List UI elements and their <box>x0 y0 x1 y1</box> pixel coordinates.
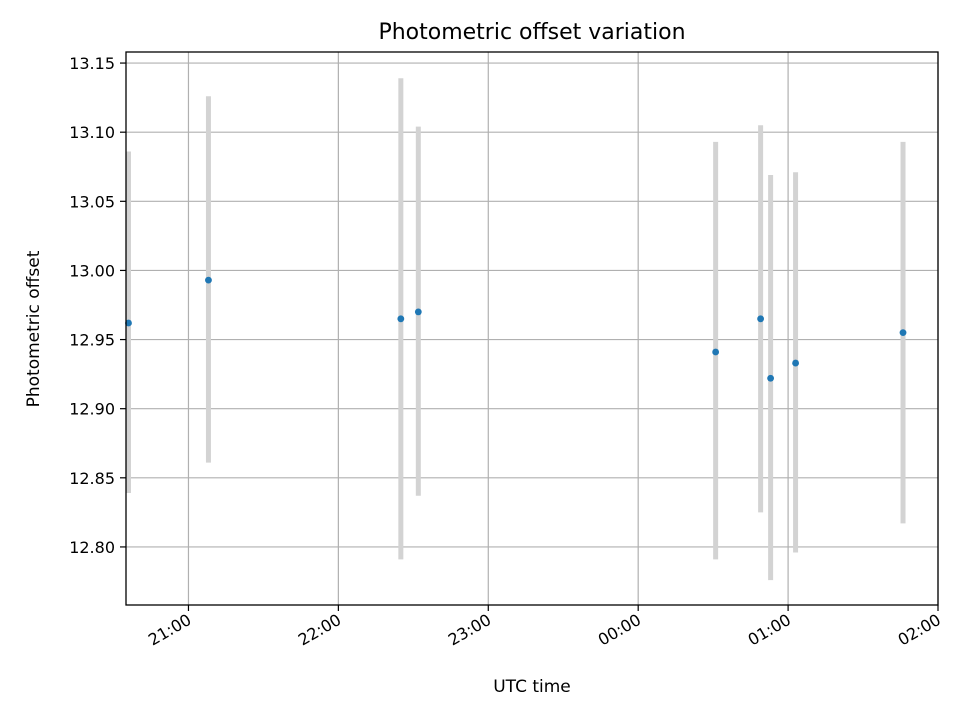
y-tick-label: 12.80 <box>69 538 115 557</box>
data-point <box>767 374 775 382</box>
y-axis-label: Photometric offset <box>24 250 44 407</box>
y-tick-label: 13.00 <box>69 261 115 280</box>
data-points <box>125 276 907 382</box>
plot-frame <box>125 51 939 606</box>
x-tick-label: 23:00 <box>445 610 494 650</box>
data-point <box>712 348 720 356</box>
x-tick-label: 00:00 <box>595 610 644 650</box>
data-point <box>757 315 765 323</box>
y-tick-label: 12.85 <box>69 469 115 488</box>
data-point <box>125 319 132 327</box>
y-tick-label: 13.05 <box>69 192 115 211</box>
data-point <box>414 308 422 316</box>
y-tick-label: 13.15 <box>69 54 115 73</box>
y-tick-label: 13.10 <box>69 123 115 142</box>
y-axis-ticks: 12.80 12.85 12.90 12.95 13.00 13.05 13.10 13.15 <box>69 54 126 557</box>
x-tick-label: 22:00 <box>295 610 344 650</box>
x-axis-label: UTC time <box>493 677 571 697</box>
data-point <box>397 315 405 323</box>
x-tick-label: 02:00 <box>895 610 944 650</box>
y-tick-label: 12.90 <box>69 400 115 419</box>
x-axis-ticks: 21:00 22:00 23:00 00:00 01:00 02:00 <box>145 605 944 650</box>
error-bars <box>125 78 906 581</box>
y-tick-label: 12.95 <box>69 331 115 350</box>
x-tick-label: 21:00 <box>145 610 194 650</box>
x-tick-label: 01:00 <box>745 610 794 650</box>
chart-title: Photometric offset variation <box>378 20 685 45</box>
data-point <box>792 359 799 367</box>
grid-lines <box>126 52 939 605</box>
data-point <box>899 329 907 337</box>
data-point <box>205 276 212 284</box>
